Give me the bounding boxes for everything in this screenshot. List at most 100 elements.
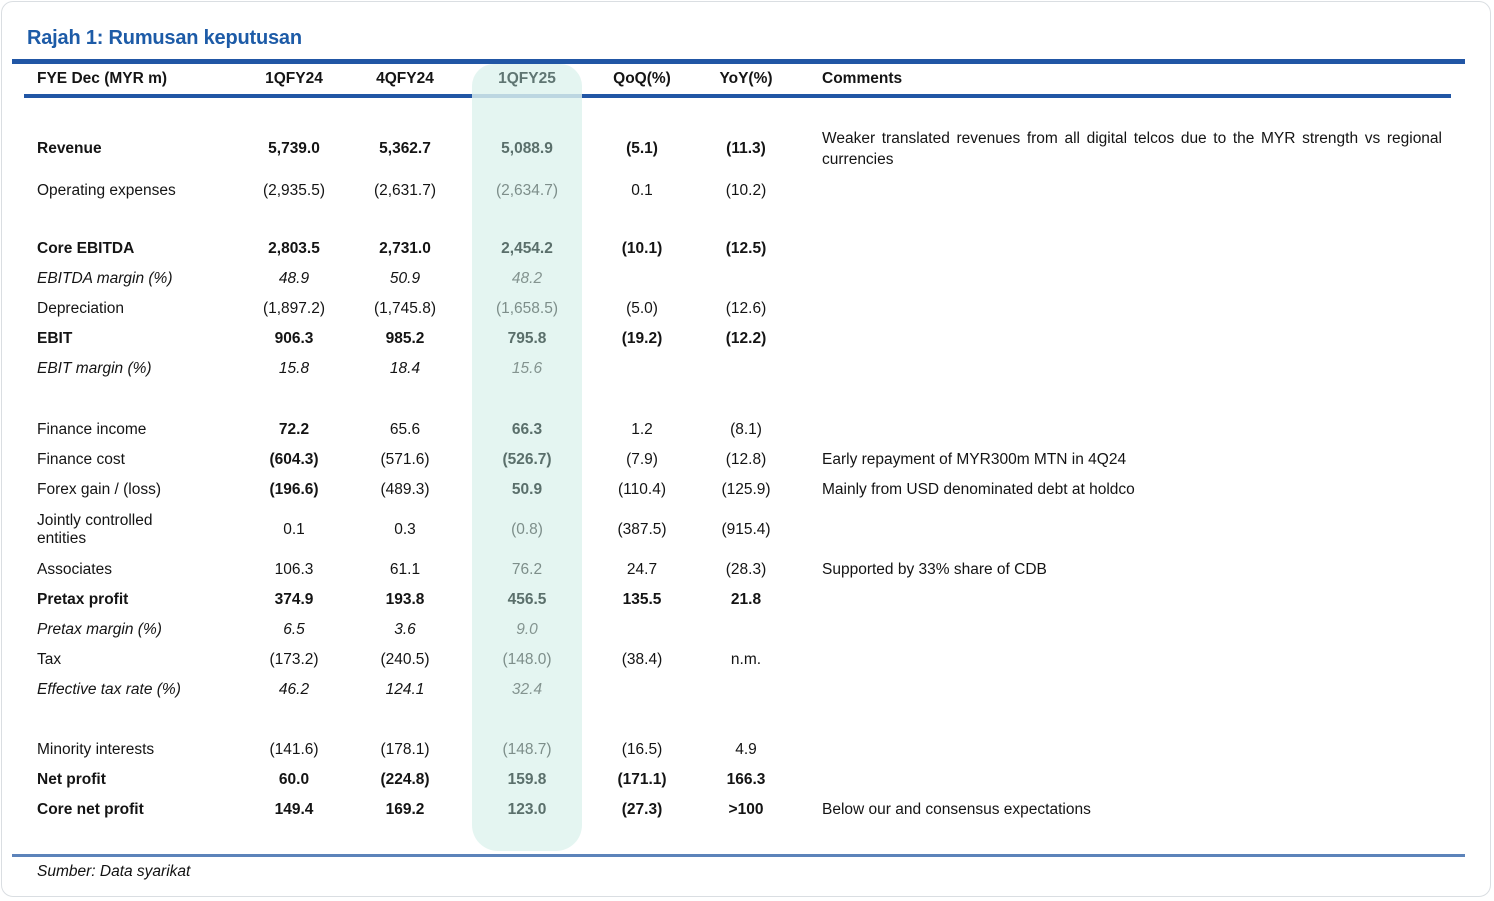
cell-qoq: (16.5) [621, 741, 663, 758]
row-comment: Early repayment of MYR300m MTN in 4Q24 [822, 451, 1127, 469]
cell-1qfy25: 15.6 [511, 360, 543, 377]
header-1qfy25: 1QFY25 [498, 70, 556, 87]
cell-4qfy24: 65.6 [389, 421, 421, 438]
row-label: Depreciation [37, 299, 125, 317]
cell-1qfy24: 149.4 [274, 801, 314, 818]
cell-qoq: (27.3) [621, 801, 663, 818]
cell-1qfy24: 46.2 [278, 681, 310, 698]
row-label: Forex gain / (loss) [37, 480, 162, 498]
cell-yoy: 166.3 [726, 771, 766, 788]
cell-1qfy25: 5,088.9 [501, 140, 553, 157]
source-note: Sumber: Data syarikat [37, 863, 191, 880]
cell-1qfy25: (148.0) [502, 651, 552, 668]
cell-yoy: (12.5) [725, 240, 767, 257]
header-comments: Comments [822, 70, 903, 87]
cell-4qfy24: 124.1 [385, 681, 425, 698]
table-row: EBITDA margin (%) 48.9 50.9 48.2 [2, 264, 1490, 294]
cell-yoy: (12.2) [725, 330, 767, 347]
cell-1qfy24: 5,739.0 [268, 140, 320, 157]
row-label: Core EBITDA [37, 239, 135, 257]
cell-qoq: (38.4) [621, 651, 663, 668]
cell-1qfy25: (2,634.7) [495, 182, 559, 199]
row-label: Associates [37, 560, 112, 578]
cell-1qfy24: 6.5 [283, 621, 305, 638]
table-row: Jointly controlled entities 0.1 0.3 (0.8) (3… [2, 505, 1490, 555]
cell-4qfy24: 2,731.0 [379, 240, 431, 257]
cell-qoq: 0.1 [631, 182, 653, 199]
table-row: Core net profit 149.4 169.2 123.0 (27.3) >100… [2, 795, 1490, 825]
figure-title: Rajah 1: Rumusan keputusan [27, 27, 302, 49]
row-label: Pretax profit [37, 590, 129, 608]
cell-1qfy25: 159.8 [507, 771, 547, 788]
row-spacer [2, 705, 1490, 735]
cell-1qfy24: (173.2) [269, 651, 319, 668]
header-qoq: QoQ(%) [613, 70, 671, 87]
header-4qfy24: 4QFY24 [376, 70, 434, 87]
row-label: Revenue [37, 139, 102, 157]
cell-4qfy24: 169.2 [385, 801, 425, 818]
row-label: Core net profit [37, 800, 144, 818]
cell-1qfy24: (141.6) [269, 741, 319, 758]
cell-1qfy24: 106.3 [274, 561, 314, 578]
cell-1qfy25: (0.8) [511, 521, 543, 538]
table-row: Effective tax rate (%) 46.2 124.1 32.4 [2, 675, 1490, 705]
row-spacer [2, 210, 1490, 234]
header-rule [24, 94, 1451, 98]
table-row: Associates 106.3 61.1 76.2 24.7 (28.3) Support… [2, 555, 1490, 585]
table-body: Revenue 5,739.0 5,362.7 5,088.9 (5.1) (11.3) W… [2, 94, 1490, 825]
cell-1qfy24: 48.9 [278, 270, 310, 287]
cell-4qfy24: 50.9 [389, 270, 421, 287]
cell-yoy: >100 [728, 801, 764, 818]
cell-yoy: (28.3) [725, 561, 767, 578]
row-comment: Supported by 33% share of CDB [822, 561, 1047, 579]
table-row: Finance income 72.2 65.6 66.3 1.2 (8.1) [2, 415, 1490, 445]
table-row: Pretax margin (%) 6.5 3.6 9.0 [2, 615, 1490, 645]
table-header-row: FYE Dec (MYR m) 1QFY24 4QFY24 1QFY25 QoQ… [2, 64, 1490, 94]
cell-qoq: (387.5) [617, 521, 667, 538]
row-label: Effective tax rate (%) [37, 680, 181, 698]
cell-1qfy25: (526.7) [502, 451, 552, 468]
cell-qoq: (110.4) [618, 481, 666, 498]
cell-1qfy25: (1,658.5) [495, 300, 559, 317]
cell-1qfy24: 906.3 [274, 330, 314, 347]
cell-1qfy24: 374.9 [274, 591, 314, 608]
cell-1qfy24: 60.0 [278, 771, 310, 788]
table-row: Pretax profit 374.9 193.8 456.5 135.5 21.8 [2, 585, 1490, 615]
header-fye-dec: FYE Dec (MYR m) [37, 70, 168, 87]
cell-qoq: 1.2 [631, 421, 653, 438]
cell-qoq: (5.1) [626, 140, 658, 157]
cell-qoq: (10.1) [621, 240, 663, 257]
cell-4qfy24: (240.5) [380, 651, 430, 668]
cell-yoy: (125.9) [721, 481, 771, 498]
table-row: EBIT 906.3 985.2 795.8 (19.2) (12.2) [2, 324, 1490, 354]
row-label: Pretax margin (%) [37, 620, 162, 638]
cell-4qfy24: 193.8 [385, 591, 425, 608]
row-comment: Below our and consensus expectations [822, 801, 1091, 819]
cell-1qfy25: 50.9 [511, 481, 543, 498]
cell-4qfy24: 0.3 [394, 521, 416, 538]
cell-1qfy25: 9.0 [516, 621, 538, 638]
cell-yoy: 4.9 [735, 741, 757, 758]
cell-1qfy24: (1,897.2) [262, 300, 326, 317]
row-label: EBIT margin (%) [37, 359, 152, 377]
row-comment: Mainly from USD denominated debt at hold… [822, 481, 1135, 499]
table-row: Revenue 5,739.0 5,362.7 5,088.9 (5.1) (11.3) W… [2, 126, 1490, 172]
top-rule [12, 59, 1465, 64]
cell-1qfy24: (196.6) [269, 481, 319, 498]
cell-4qfy24: 3.6 [394, 621, 416, 638]
row-label: Operating expenses [37, 181, 176, 199]
cell-1qfy24: (604.3) [269, 451, 319, 468]
cell-1qfy25: 123.0 [507, 801, 547, 818]
cell-1qfy25: 66.3 [511, 421, 543, 438]
bottom-rule [12, 854, 1465, 857]
row-label: Tax [37, 650, 62, 668]
cell-1qfy25: 795.8 [507, 330, 547, 347]
row-label: Net profit [37, 770, 106, 788]
cell-1qfy25: 32.4 [511, 681, 543, 698]
cell-4qfy24: 5,362.7 [379, 140, 431, 157]
cell-1qfy25: (148.7) [502, 741, 552, 758]
table-row: Operating expenses (2,935.5) (2,631.7) (2,6… [2, 172, 1490, 210]
table-row: Tax (173.2) (240.5) (148.0) (38.4) n.m. [2, 645, 1490, 675]
cell-yoy: 21.8 [730, 591, 762, 608]
